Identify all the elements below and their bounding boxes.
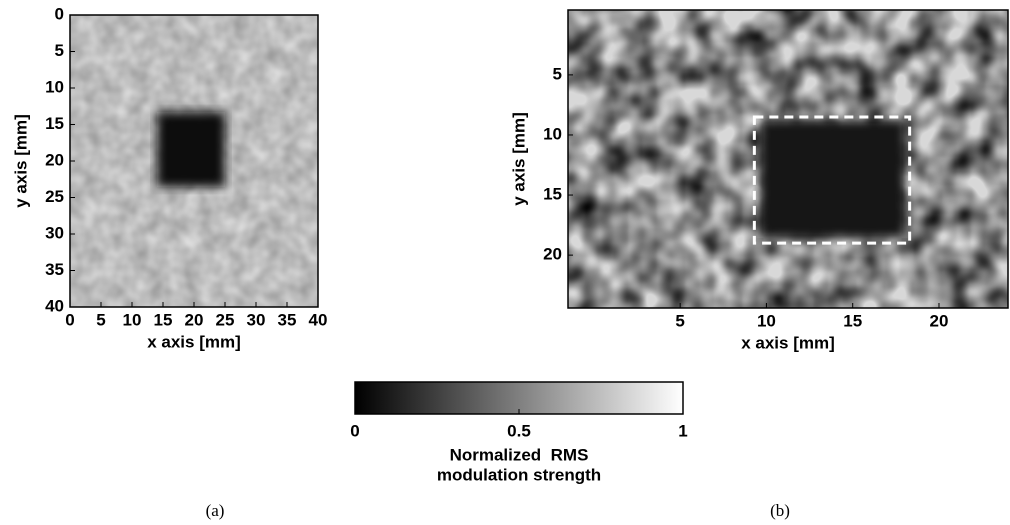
y-tick-label: 10 [543, 124, 562, 143]
x-tick-label: 35 [278, 310, 297, 329]
x-tick-label: 20 [185, 310, 204, 329]
y-tick-label: 40 [45, 296, 64, 315]
y-axis-label: y axis [mm] [509, 112, 528, 206]
y-axis-label: y axis [mm] [11, 114, 30, 208]
y-tick-label: 0 [55, 4, 64, 23]
x-axis-label: x axis [mm] [741, 333, 835, 352]
x-tick-label: 5 [675, 311, 684, 330]
x-axis-label: x axis [mm] [147, 332, 241, 351]
colorbar-tick-label: 1 [678, 421, 687, 440]
y-tick-label: 15 [543, 185, 562, 204]
y-tick-label: 15 [45, 114, 64, 133]
x-tick-label: 30 [247, 310, 266, 329]
x-tick-label: 10 [123, 310, 142, 329]
image-a [70, 15, 318, 307]
colorbar-label: Normalized RMS [450, 445, 589, 464]
x-tick-label: 40 [309, 310, 328, 329]
x-tick-label: 5 [96, 310, 105, 329]
y-tick-label: 35 [45, 260, 64, 279]
highlight-box [752, 115, 912, 245]
x-tick-label: 0 [65, 310, 74, 329]
y-tick-label: 25 [45, 187, 64, 206]
y-tick-label: 5 [553, 64, 562, 83]
colorbar-tick-label: 0 [350, 421, 359, 440]
y-tick-label: 30 [45, 223, 64, 242]
caption: (a) [206, 501, 225, 520]
image-b [568, 10, 1008, 308]
axes-frame [567, 9, 1009, 309]
x-tick-label: 25 [216, 310, 235, 329]
x-tick-label: 10 [757, 311, 776, 330]
caption: (b) [770, 501, 790, 520]
y-tick-label: 5 [55, 41, 64, 60]
y-tick-label: 20 [45, 150, 64, 169]
x-tick-label: 20 [930, 311, 949, 330]
y-tick-label: 10 [45, 77, 64, 96]
colorbar-label: modulation strength [437, 465, 601, 484]
x-tick-label: 15 [154, 310, 173, 329]
x-tick-label: 15 [843, 311, 862, 330]
colorbar-tick-label: 0.5 [507, 421, 531, 440]
y-tick-label: 20 [543, 245, 562, 264]
